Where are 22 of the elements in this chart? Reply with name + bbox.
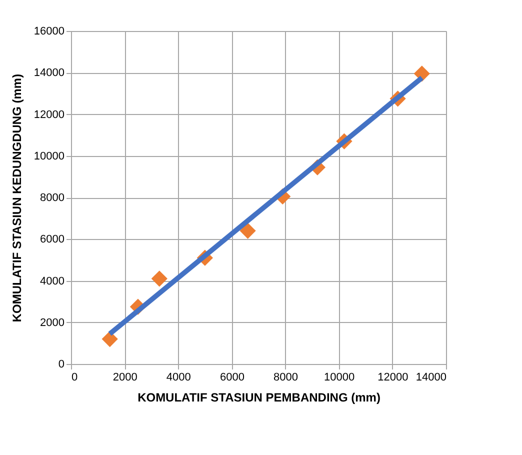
x-tick-label: 14000	[416, 372, 446, 384]
y-tick-label: 14000	[34, 67, 64, 80]
y-tick-label: 6000	[40, 234, 64, 246]
y-tick-label: 16000	[34, 26, 64, 38]
x-tick-label: 10000	[324, 372, 355, 384]
x-tick-label: 8000	[274, 372, 298, 384]
point	[151, 270, 168, 287]
point	[240, 222, 256, 239]
x-tick-label: 12000	[378, 372, 408, 384]
y-tick-label: 4000	[40, 275, 64, 288]
x-axis-title: KOMULATIF STASIUN PEMBANDING (mm)	[138, 390, 380, 404]
x-tick-label: 2000	[112, 372, 138, 384]
x-tick-label: 6000	[220, 372, 244, 384]
y-tick-label: 0	[58, 358, 64, 370]
y-tick-label: 10000	[34, 150, 64, 162]
x-tick-label: 0	[72, 372, 78, 384]
y-tick-label: 12000	[34, 108, 64, 121]
point	[102, 330, 118, 348]
y-axis-title: KOMULATIF STASIUN KEDUNGDUNG (mm)	[10, 74, 24, 322]
y-tick-label: 8000	[40, 192, 64, 204]
y-tick-label: 2000	[40, 316, 64, 329]
x-tick-label: 4000	[166, 372, 191, 384]
